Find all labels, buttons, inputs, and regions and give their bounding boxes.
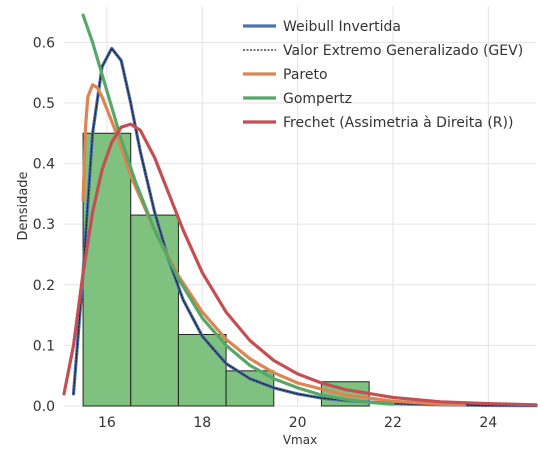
legend-label: Pareto	[283, 67, 328, 83]
x-tick-label: 22	[384, 415, 402, 431]
y-tick-label: 0.2	[33, 278, 55, 294]
x-tick-label: 18	[193, 415, 211, 431]
x-axis-label: Vmax	[283, 433, 317, 447]
x-tick-label: 20	[289, 415, 307, 431]
y-tick-label: 0.4	[33, 157, 55, 173]
histogram-bar	[177, 333, 227, 407]
histogram-bars	[82, 132, 370, 407]
y-axis-label: Densidade	[16, 171, 31, 240]
series-line	[62, 122, 538, 407]
x-tick-label: 16	[98, 415, 116, 431]
histogram-bar	[225, 370, 275, 407]
legend-label: Weibull Invertida	[283, 19, 401, 35]
x-ticks: 16 18 20 22 24	[98, 415, 497, 431]
y-tick-label: 0.0	[33, 399, 55, 415]
y-tick-label: 0.5	[33, 96, 55, 112]
y-ticks: 0.0 0.1 0.2 0.3 0.4 0.5 0.6	[33, 35, 55, 415]
legend: Weibull Invertida Valor Extremo Generaliz…	[243, 19, 523, 131]
y-tick-label: 0.6	[33, 35, 55, 51]
legend-label: Gompertz	[283, 91, 352, 107]
legend-label: Frechet (Assimetria à Direita (R))	[283, 115, 513, 131]
series-lines	[62, 13, 538, 408]
histogram-bar	[130, 214, 179, 407]
series-line	[81, 13, 395, 406]
legend-label: Valor Extremo Generalizado (GEV)	[283, 43, 523, 59]
y-tick-label: 0.1	[33, 338, 55, 354]
y-tick-label: 0.3	[33, 217, 55, 233]
x-tick-label: 24	[479, 415, 497, 431]
